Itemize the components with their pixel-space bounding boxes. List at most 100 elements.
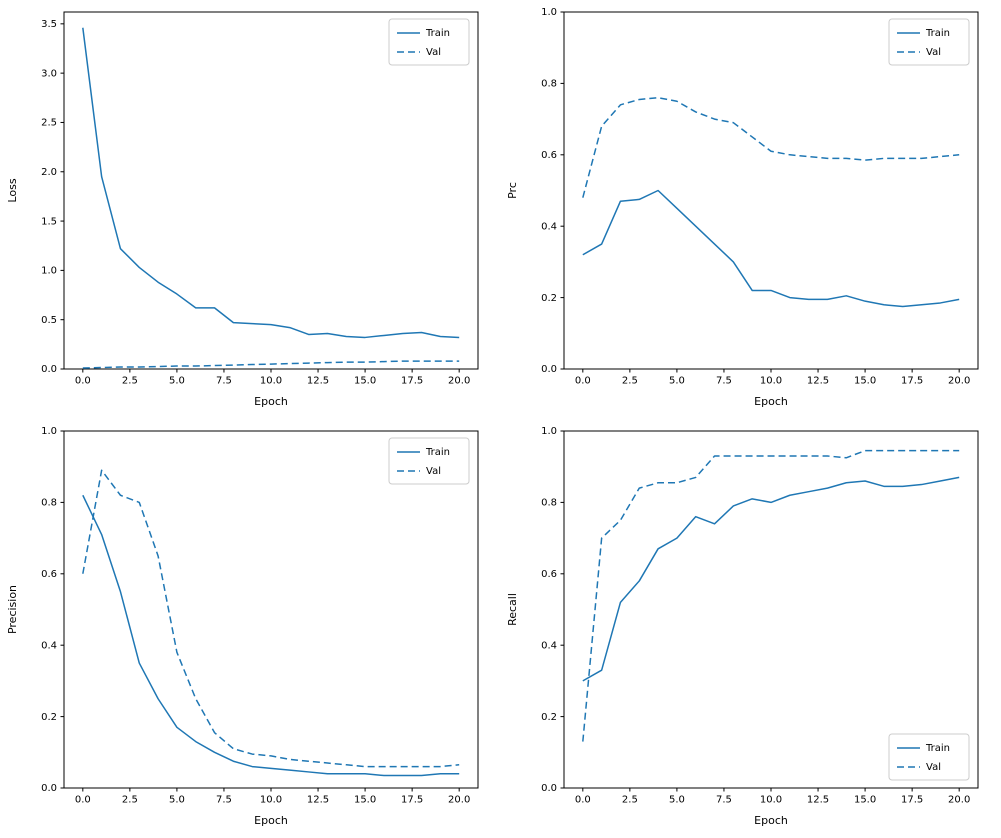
x-tick-label: 20.0	[448, 375, 470, 386]
axes-frame	[63, 430, 479, 789]
legend-val-label: Val	[926, 762, 941, 773]
y-tick-label: 0.8	[541, 79, 557, 90]
y-tick-label: 0.8	[41, 498, 57, 509]
x-tick-label: 5.0	[169, 794, 185, 805]
x-tick-label: 7.5	[216, 375, 232, 386]
x-tick-label: 17.5	[401, 375, 423, 386]
legend-train-label: Train	[425, 447, 450, 458]
x-tick-label: 20.0	[448, 794, 470, 805]
x-tick-label: 0.0	[75, 794, 91, 805]
y-tick-label: 1.5	[41, 216, 57, 227]
x-tick-label: 15.0	[854, 794, 876, 805]
x-tick-label: 7.5	[216, 794, 232, 805]
legend-train-label: Train	[925, 743, 950, 754]
x-tick-label: 20.0	[948, 794, 970, 805]
y-tick-label: 3.0	[41, 68, 57, 79]
x-tick-label: 12.5	[307, 375, 329, 386]
y-tick-label: 1.0	[541, 426, 557, 437]
y-tick-label: 1.0	[41, 426, 57, 437]
legend-val-label: Val	[926, 47, 941, 58]
chart-precision: 0.0 2.5 5.0 7.5 10.0 12.5 15.0 17.5 20.0 0.0 0.2 0.…	[0, 419, 500, 838]
x-tick-label: 10.0	[760, 794, 782, 805]
y-tick-label: 0.6	[541, 569, 557, 580]
y-tick-label: 0.0	[541, 364, 557, 375]
val-line	[582, 449, 960, 742]
train-line	[82, 27, 460, 339]
y-axis-label: Prc	[506, 182, 519, 199]
y-tick-label: 1.0	[541, 7, 557, 18]
legend-box	[888, 733, 970, 781]
x-tick-label: 12.5	[307, 794, 329, 805]
val-line	[82, 469, 460, 768]
x-tick-label: 15.0	[354, 375, 376, 386]
y-tick-label: 1.0	[41, 266, 57, 277]
y-tick-label: 0.2	[41, 712, 57, 723]
y-axis-label: Precision	[6, 585, 19, 634]
y-tick-label: 2.5	[41, 118, 57, 129]
y-tick-label: 3.5	[41, 19, 57, 30]
legend-train-label: Train	[925, 28, 950, 39]
axes-frame	[63, 11, 479, 370]
y-tick-label: 0.8	[541, 498, 557, 509]
x-tick-label: 5.0	[169, 375, 185, 386]
x-axis-label: Epoch	[754, 395, 788, 408]
x-tick-label: 2.5	[622, 794, 638, 805]
x-tick-label: 12.5	[807, 794, 829, 805]
y-tick-label: 0.2	[541, 712, 557, 723]
axes-frame	[563, 11, 979, 370]
x-axis-label: Epoch	[254, 395, 288, 408]
x-tick-label: 7.5	[716, 375, 732, 386]
chart-precision-svg: 0.0 2.5 5.0 7.5 10.0 12.5 15.0 17.5 20.0 0.0 0.2 0.…	[6, 426, 479, 827]
x-tick-label: 15.0	[354, 794, 376, 805]
x-tick-label: 2.5	[122, 375, 138, 386]
y-tick-label: 2.0	[41, 167, 57, 178]
x-tick-label: 17.5	[901, 794, 923, 805]
x-tick-label: 2.5	[622, 375, 638, 386]
y-tick-label: 0.0	[41, 783, 57, 794]
x-tick-label: 2.5	[122, 794, 138, 805]
y-tick-label: 0.2	[541, 293, 557, 304]
legend-box	[388, 18, 470, 66]
y-tick-label: 0.4	[41, 640, 57, 651]
x-tick-label: 0.0	[575, 794, 591, 805]
chart-loss: 0.0 2.5 5.0 7.5 10.0 12.5 15.0 17.5 20.0 0.0 0.5 1.…	[0, 0, 500, 419]
x-axis-label: Epoch	[254, 814, 288, 827]
legend: Train Val	[888, 18, 970, 66]
train-line	[82, 494, 460, 777]
x-tick-label: 5.0	[669, 375, 685, 386]
legend: Train Val	[888, 733, 970, 781]
legend-box	[888, 18, 970, 66]
y-tick-label: 0.4	[541, 640, 557, 651]
x-tick-label: 20.0	[948, 375, 970, 386]
y-axis-label: Loss	[6, 178, 19, 202]
chart-recall: 0.0 2.5 5.0 7.5 10.0 12.5 15.0 17.5 20.0 0.0 0.2 0.…	[500, 419, 1001, 838]
x-tick-label: 17.5	[401, 794, 423, 805]
chart-prc: 0.0 2.5 5.0 7.5 10.0 12.5 15.0 17.5 20.0 0.0 0.2 0.…	[500, 0, 1001, 419]
legend-val-label: Val	[426, 466, 441, 477]
chart-loss-svg: 0.0 2.5 5.0 7.5 10.0 12.5 15.0 17.5 20.0 0.0 0.5 1.…	[6, 11, 479, 408]
y-tick-label: 0.0	[541, 783, 557, 794]
x-tick-label: 10.0	[260, 794, 282, 805]
x-tick-label: 15.0	[854, 375, 876, 386]
x-tick-label: 0.0	[75, 375, 91, 386]
val-line	[82, 360, 460, 369]
train-line	[582, 476, 960, 682]
y-tick-label: 0.6	[41, 569, 57, 580]
x-tick-label: 12.5	[807, 375, 829, 386]
y-tick-label: 0.0	[41, 364, 57, 375]
y-tick-label: 0.6	[541, 150, 557, 161]
x-tick-label: 17.5	[901, 375, 923, 386]
y-axis-label: Recall	[506, 593, 519, 626]
legend-box	[388, 437, 470, 485]
legend-train-label: Train	[425, 28, 450, 39]
y-tick-label: 0.5	[41, 315, 57, 326]
x-tick-label: 7.5	[716, 794, 732, 805]
x-axis-label: Epoch	[754, 814, 788, 827]
chart-recall-svg: 0.0 2.5 5.0 7.5 10.0 12.5 15.0 17.5 20.0 0.0 0.2 0.…	[506, 426, 979, 827]
chart-prc-svg: 0.0 2.5 5.0 7.5 10.0 12.5 15.0 17.5 20.0 0.0 0.2 0.…	[506, 7, 979, 408]
x-tick-label: 5.0	[669, 794, 685, 805]
x-tick-label: 0.0	[575, 375, 591, 386]
train-line	[582, 189, 960, 308]
y-tick-label: 0.4	[541, 221, 557, 232]
